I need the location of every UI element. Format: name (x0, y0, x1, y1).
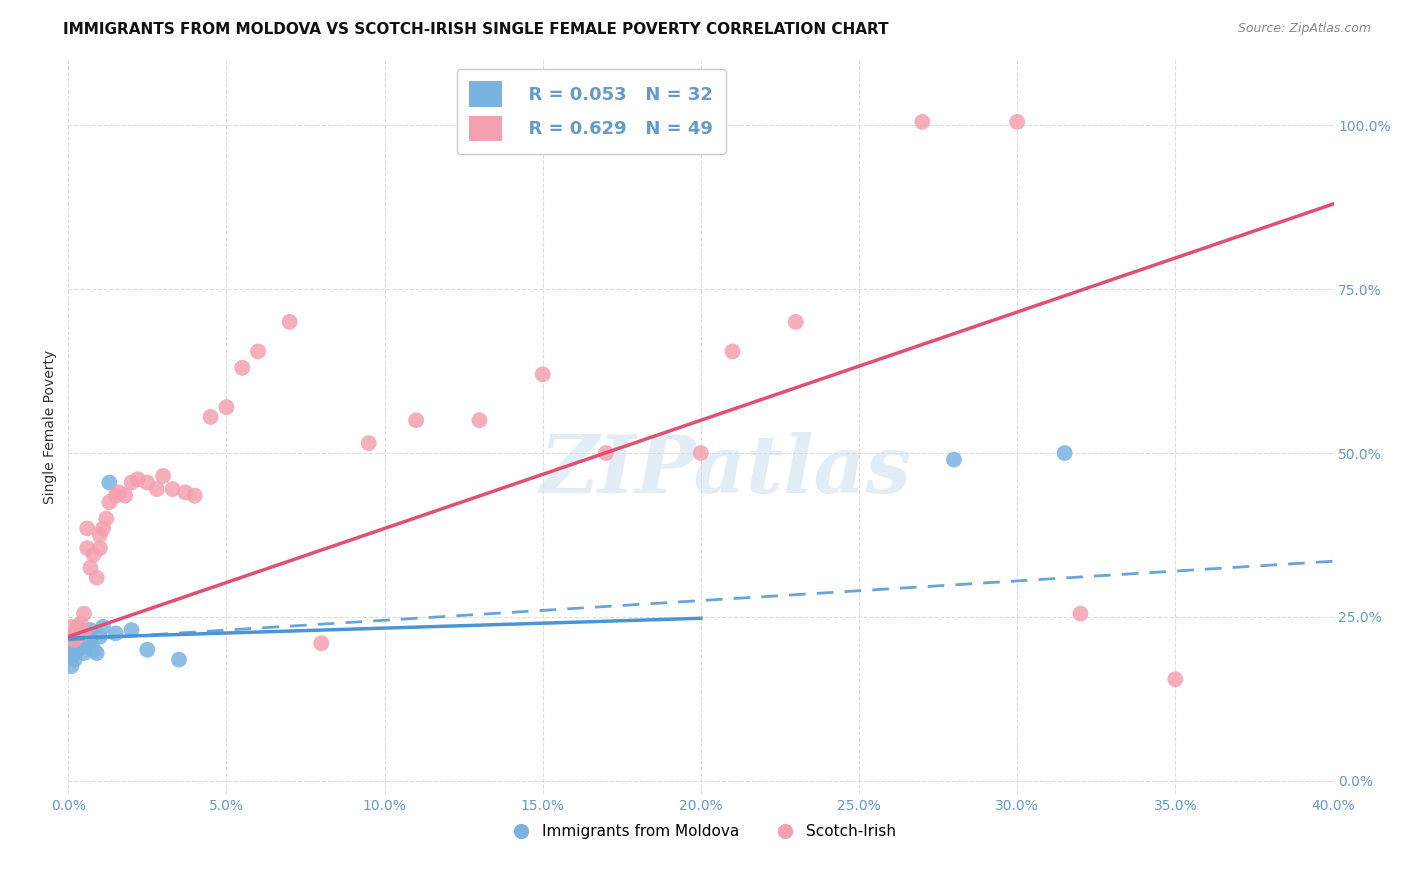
Point (66, 620, 89, 634)
Point (73, 607, 96, 621)
Point (79, 632, 101, 647)
Point (91, 521, 114, 535)
Point (89, 528, 111, 542)
Point (121, 475, 143, 490)
Point (76, 636, 98, 650)
Point (89, 541, 111, 555)
Point (174, 485, 197, 500)
Point (146, 482, 169, 496)
Point (86, 646, 108, 660)
Point (66, 630, 89, 644)
Point (73, 640, 96, 654)
Y-axis label: Single Female Poverty: Single Female Poverty (44, 350, 58, 504)
Text: IMMIGRANTS FROM MOLDOVA VS SCOTCH-IRISH SINGLE FEMALE POVERTY CORRELATION CHART: IMMIGRANTS FROM MOLDOVA VS SCOTCH-IRISH … (63, 22, 889, 37)
Text: Source: ZipAtlas.com: Source: ZipAtlas.com (1237, 22, 1371, 36)
Point (63, 626, 86, 640)
Point (942, 452, 965, 467)
Point (167, 652, 190, 666)
Point (689, 446, 711, 460)
Point (215, 400, 238, 414)
Point (79, 623, 101, 637)
Point (311, 636, 333, 650)
Point (405, 413, 427, 427)
Point (108, 485, 131, 500)
Point (66, 632, 89, 647)
Point (162, 482, 184, 496)
Point (66, 630, 89, 644)
Point (73, 632, 96, 647)
Point (1005, 115, 1028, 129)
Point (357, 436, 380, 450)
Point (73, 626, 96, 640)
Point (121, 623, 143, 637)
Point (76, 541, 98, 555)
Point (79, 561, 101, 575)
Point (785, 315, 807, 329)
Point (114, 489, 136, 503)
Point (184, 489, 207, 503)
Point (104, 626, 127, 640)
Point (247, 344, 270, 359)
Point (83, 548, 105, 562)
Point (70, 626, 93, 640)
Point (66, 642, 89, 657)
Text: ZIPatlas: ZIPatlas (540, 432, 912, 509)
Point (60, 620, 83, 634)
Point (76, 630, 98, 644)
Point (63, 632, 86, 647)
Point (70, 630, 93, 644)
Point (127, 472, 149, 486)
Point (911, 115, 934, 129)
Point (278, 315, 301, 329)
Point (63, 640, 86, 654)
Point (200, 409, 222, 424)
Point (76, 521, 98, 535)
Point (595, 446, 617, 460)
Point (63, 632, 86, 647)
Point (60, 649, 83, 664)
Point (1164, 673, 1187, 687)
Point (70, 623, 93, 637)
Point (70, 616, 93, 631)
Point (60, 630, 83, 644)
Point (73, 646, 96, 660)
Point (96, 511, 118, 525)
Point (468, 413, 491, 427)
Point (152, 469, 174, 483)
Point (89, 630, 111, 644)
Point (1053, 446, 1076, 460)
Point (73, 626, 96, 640)
Point (60, 642, 83, 657)
Point (60, 659, 83, 673)
Point (531, 368, 554, 382)
Point (63, 652, 86, 666)
Point (98, 475, 121, 490)
Point (66, 620, 89, 634)
Legend: Immigrants from Moldova, Scotch-Irish: Immigrants from Moldova, Scotch-Irish (499, 818, 903, 845)
Point (70, 636, 93, 650)
Point (91, 620, 114, 634)
Point (721, 344, 744, 359)
Point (1069, 607, 1091, 621)
Point (136, 475, 159, 490)
Point (86, 571, 108, 585)
Point (104, 489, 127, 503)
Point (83, 642, 105, 657)
Point (231, 360, 253, 375)
Point (136, 642, 159, 657)
Point (98, 495, 121, 509)
